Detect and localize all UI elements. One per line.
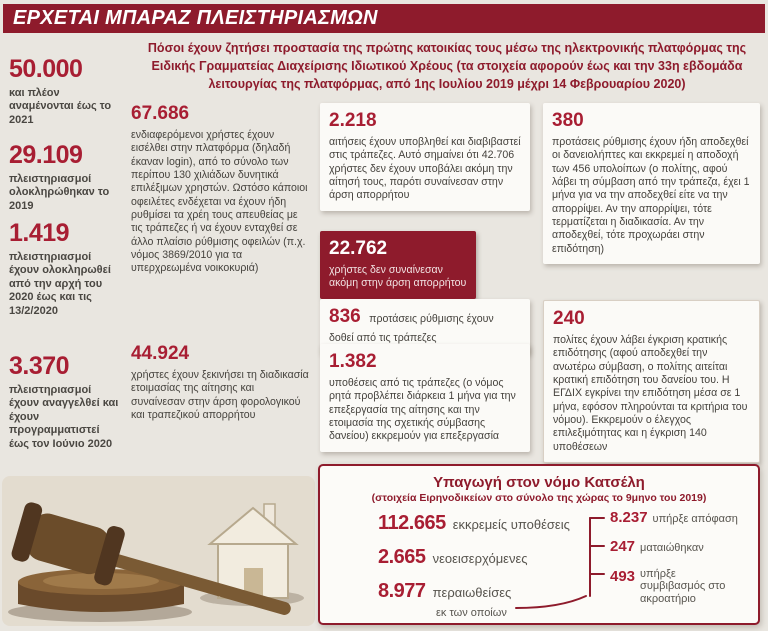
stat-text: πολίτες έχουν λάβει έγκριση κρατικής επι… — [553, 333, 748, 453]
katselis-title: Υπαγωγή στον νόμο Κατσέλη — [433, 474, 645, 491]
stat-label: εκκρεμείς υποθέσεις — [452, 517, 570, 532]
stat-value: 67.686 — [131, 103, 190, 124]
stat-label: πλειστηριασμοί ολοκληρώθηκαν το 2019 — [9, 173, 110, 212]
stat-value: 836 — [329, 306, 361, 327]
stat-label: υπήρξε συμβιβασμός στο ακροατήριο — [640, 567, 726, 606]
katselis-left-stats: 112.665 εκκρεμείς υποθέσεις 2.665 νεοεισ… — [378, 512, 570, 619]
stat-block-accepted-proposals: 380 προτάσεις ρύθμισης έχουν ήδη αποδεχθ… — [543, 103, 760, 264]
stat-value: 240 — [553, 308, 585, 329]
stat-value: 22.762 — [329, 238, 388, 259]
stat-value: 493 — [610, 567, 636, 585]
stat-text: χρήστες έχουν ξεκινήσει τη διαδικασία ετ… — [131, 368, 309, 421]
stat-value: 3.370 — [9, 352, 70, 380]
stat-text: προτάσεις ρύθμισης έχουν δοθεί από τις τ… — [329, 313, 494, 344]
stat-label: και πλέον αναμένονται έως το 2021 — [9, 87, 112, 126]
page-title-text: ΕΡΧΕΤΑΙ ΜΠΑΡΑΖ ΠΛΕΙΣΤΗΡΙΑΣΜΩΝ — [13, 7, 378, 29]
katselis-stat-concluded: 8.977 περαιωθείσες — [378, 580, 570, 602]
stat-text: υποθέσεις από τις τράπεζες (ο νόμος ρητά… — [329, 376, 516, 443]
katselis-law-panel: Υπαγωγή στον νόμο Κατσέλη (στοιχεία Ειρη… — [318, 464, 760, 625]
stat-value: 1.382 — [329, 351, 377, 372]
stat-value: 247 — [610, 538, 636, 556]
stat-block-submitted-applications: 2.218 αιτήσεις έχουν υποβληθεί και διαβι… — [320, 103, 530, 211]
stat-label: ματαιώθηκαν — [640, 542, 704, 555]
stat-value: 8.977 — [378, 580, 426, 602]
sidebar-stat-completed-2019: 29.109 πλειστηριασμοί ολοκληρώθηκαν το 2… — [9, 143, 122, 213]
sidebar-stat-completed-2020: 1.419 πλειστηριασμοί έχουν ολοκληρωθεί α… — [9, 221, 122, 318]
stat-value: 2.218 — [329, 110, 377, 131]
stat-value: 29.109 — [9, 141, 83, 169]
katselis-stat-settlement: 493 υπήρξε συμβιβασμός στο ακροατήριο — [610, 568, 758, 606]
stat-block-logins: 67.686 ενδιαφερόμενοι χρήστες έχουν εισέ… — [131, 103, 311, 276]
katselis-right-stats: 8.237 υπήρξε απόφαση 247 ματαιώθηκαν 493 υπ… — [610, 509, 758, 617]
katselis-stat-cancelled: 247 ματαιώθηκαν — [610, 538, 758, 556]
katselis-subtitle: (στοιχεία Ειρηνοδικείων στο σύνολο της χ… — [371, 492, 707, 504]
stat-value: 44.924 — [131, 343, 190, 364]
stat-value: 1.419 — [9, 219, 70, 247]
of-which-label: εκ των οποίων — [436, 607, 507, 619]
katselis-stat-decision: 8.237 υπήρξε απόφαση — [610, 509, 758, 527]
stat-value: 2.665 — [378, 546, 426, 568]
katselis-stat-new: 2.665 νεοεισερχόμενες — [378, 546, 570, 568]
stat-block-no-consent: 22.762 χρήστες δεν συναίνεσαν ακόμη στην… — [320, 231, 476, 299]
stat-value: 380 — [552, 110, 584, 131]
stat-block-state-subsidy: 240 πολίτες έχουν λάβει έγκριση κρατικής… — [543, 300, 760, 463]
stat-value: 50.000 — [9, 55, 83, 83]
gavel-house-photo — [2, 470, 315, 628]
stat-value: 8.237 — [610, 509, 648, 526]
gavel-icon — [2, 476, 315, 626]
stat-text: χρήστες δεν συναίνεσαν ακόμη στην άρση α… — [329, 263, 467, 290]
sidebar-stat-expected-2021: 50.000 και πλέον αναμένονται έως το 2021 — [9, 57, 122, 127]
stat-label: υπήρξε απόφαση — [652, 513, 738, 525]
stat-label: πλειστηριασμοί έχουν ολοκληρωθεί από την… — [9, 251, 111, 317]
stat-label: πλειστηριασμοί έχουν αναγγελθεί και έχου… — [9, 384, 119, 450]
stat-label: νεοεισερχόμενες — [432, 551, 528, 566]
sidebar-stat-scheduled-june-2020: 3.370 πλειστηριασμοί έχουν αναγγελθεί κα… — [9, 354, 122, 451]
intro-paragraph: Πόσοι έχουν ζητήσει προστασία της πρώτης… — [147, 41, 747, 91]
stat-value: 112.665 — [378, 512, 446, 534]
stat-text: ενδιαφερόμενοι χρήστες έχουν εισέλθει στ… — [131, 128, 308, 275]
katselis-stat-pending: 112.665 εκκρεμείς υποθέσεις — [378, 512, 570, 534]
page-title: ΕΡΧΕΤΑΙ ΜΠΑΡΑΖ ΠΛΕΙΣΤΗΡΙΑΣΜΩΝ — [3, 4, 765, 33]
stat-text: αιτήσεις έχουν υποβληθεί και διαβιβαστεί… — [329, 135, 521, 202]
stat-block-pending-processing: 1.382 υποθέσεις από τις τράπεζες (ο νόμο… — [320, 344, 530, 452]
stat-label: περαιωθείσες — [432, 585, 512, 600]
stat-text: προτάσεις ρύθμισης έχουν ήδη αποδεχθεί ο… — [552, 135, 750, 255]
stat-block-started-application: 44.924 χρήστες έχουν ξεκινήσει τη διαδικ… — [131, 343, 311, 422]
